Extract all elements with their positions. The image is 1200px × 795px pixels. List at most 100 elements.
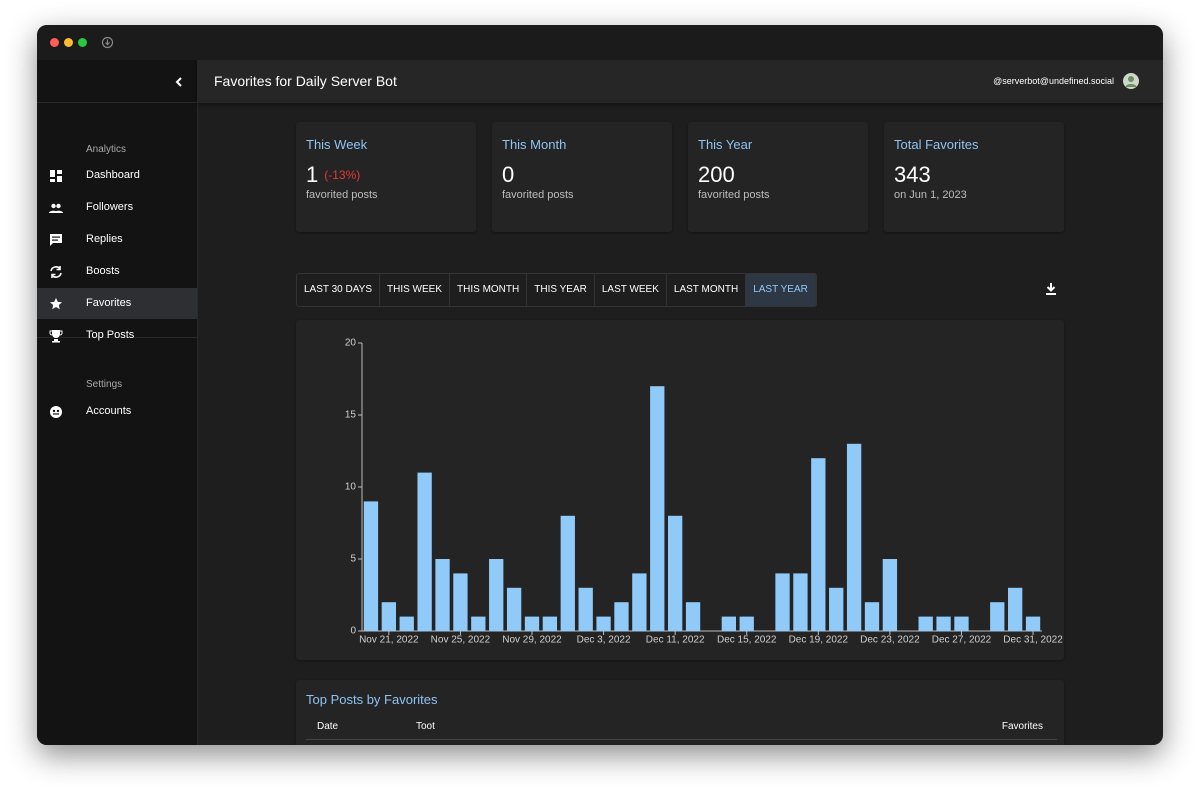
account-name[interactable]: @serverbot@undefined.social: [993, 76, 1114, 86]
stat-note: favorited posts: [698, 189, 770, 201]
page-title: Favorites for Daily Server Bot: [214, 73, 397, 89]
stat-value: 200: [698, 162, 735, 188]
stat-value: 1 (-13%): [306, 162, 360, 188]
bar: [775, 573, 790, 631]
x-tick-label: Nov 25, 2022: [431, 635, 491, 646]
range-tab[interactable]: LAST MONTH: [667, 274, 747, 306]
bar: [721, 616, 736, 631]
column-header[interactable]: Toot: [416, 721, 435, 732]
range-tab[interactable]: THIS MONTH: [450, 274, 528, 306]
stat-number: 0: [502, 162, 515, 187]
nav-item[interactable]: Top Posts: [37, 320, 197, 351]
x-tick-label: Dec 15, 2022: [717, 635, 777, 646]
nav-icon: [49, 203, 63, 213]
nav-label: Favorites: [86, 297, 132, 309]
bar: [542, 616, 558, 631]
chart-card: 0 5 10 15 20 Nov 21, 2022 Nov 25, 2022 Nov 29, …: [296, 320, 1064, 660]
column-header[interactable]: Date: [317, 721, 339, 732]
sidebar: Analytics Dashboard Followers Replies Boosts…: [37, 60, 198, 745]
x-tick-label: Dec 19, 2022: [789, 635, 849, 646]
stat-number: 1: [306, 162, 319, 187]
section-label: Settings: [86, 379, 123, 390]
divider: [37, 102, 197, 103]
bar: [524, 616, 540, 631]
stat-card: Total Favorites 343 on Jun 1, 2023: [884, 122, 1064, 232]
bar: [739, 616, 754, 631]
app-window: Analytics Dashboard Followers Replies Boosts…: [37, 25, 1163, 745]
range-tab[interactable]: LAST 30 DAYS: [297, 274, 380, 306]
top-posts-card: Top Posts by Favorites Date Toot Favorit…: [296, 680, 1064, 745]
bar: [829, 587, 844, 631]
y-tick-label: 0: [350, 626, 356, 637]
x-tick-label: Nov 21, 2022: [359, 635, 419, 646]
header: Favorites for Daily Server Bot @serverbo…: [197, 60, 1163, 103]
nav-icon: [50, 234, 62, 246]
chart: 0 5 10 15 20 Nov 21, 2022 Nov 25, 2022 Nov 29, …: [345, 338, 1063, 646]
stat-label: This Week: [306, 137, 368, 152]
stat-value: 0: [502, 162, 514, 188]
download-indicator[interactable]: [101, 36, 114, 49]
bar: [632, 573, 647, 631]
range-tab[interactable]: LAST WEEK: [595, 274, 667, 306]
title-bar: [37, 25, 1163, 60]
bar: [399, 616, 414, 631]
nav-item[interactable]: Accounts: [37, 396, 197, 427]
bar: [864, 602, 880, 631]
nav-icon: [50, 406, 62, 418]
nav-label: Dashboard: [86, 169, 140, 181]
y-tick-label: 20: [345, 338, 357, 349]
stat-note: on Jun 1, 2023: [894, 189, 967, 201]
stat-card: This Week 1 (-13%) favorited posts: [296, 122, 476, 232]
bar: [990, 602, 1005, 631]
x-tick-label: Dec 3, 2022: [577, 635, 631, 646]
bar: [668, 515, 683, 631]
nav-item[interactable]: Favorites: [37, 288, 197, 319]
avatar[interactable]: [1122, 72, 1140, 90]
bar: [614, 602, 629, 631]
bar: [417, 472, 432, 631]
bar: [560, 515, 575, 631]
x-tick-label: Dec 27, 2022: [932, 635, 992, 646]
bar: [363, 501, 379, 631]
close-button[interactable]: [50, 38, 59, 47]
download-button[interactable]: [1044, 282, 1058, 296]
column-header[interactable]: Favorites: [1001, 721, 1043, 732]
stat-note: favorited posts: [502, 189, 574, 201]
bar: [846, 443, 862, 631]
bar: [650, 386, 665, 631]
y-tick-label: 5: [350, 554, 356, 565]
nav-label: Followers: [86, 201, 134, 213]
bar: [435, 559, 450, 631]
bar: [1025, 616, 1041, 631]
minimize-button[interactable]: [64, 38, 73, 47]
range-tab[interactable]: LAST YEAR: [746, 274, 816, 306]
bar: [882, 559, 898, 631]
range-tabs: LAST 30 DAYS THIS WEEK THIS MONTH THIS YEAR…: [296, 273, 817, 307]
zoom-button[interactable]: [78, 38, 87, 47]
range-tab[interactable]: THIS YEAR: [527, 274, 595, 306]
x-tick-label: Dec 11, 2022: [646, 635, 705, 646]
bar: [811, 458, 826, 631]
bar: [1008, 587, 1023, 631]
collapse-button[interactable]: [173, 76, 185, 88]
section-label: Analytics: [86, 144, 127, 155]
divider: [37, 337, 197, 338]
nav-label: Accounts: [86, 405, 132, 417]
nav-item[interactable]: Followers: [37, 192, 197, 223]
y-tick-label: 10: [345, 482, 357, 493]
stat-label: This Month: [502, 137, 567, 152]
stat-card: This Month 0 favorited posts: [492, 122, 672, 232]
stat-number: 343: [894, 162, 931, 187]
bar: [793, 573, 808, 631]
nav-item[interactable]: Boosts: [37, 256, 197, 287]
bar: [381, 602, 396, 631]
nav-item[interactable]: Replies: [37, 224, 197, 255]
y-tick-label: 15: [345, 410, 357, 421]
bar: [489, 559, 504, 631]
bar: [918, 616, 933, 631]
range-tab[interactable]: THIS WEEK: [380, 274, 451, 306]
nav-item[interactable]: Dashboard: [37, 160, 197, 191]
stat-label: Total Favorites: [894, 137, 979, 152]
bar: [954, 616, 969, 631]
bar: [936, 616, 951, 631]
